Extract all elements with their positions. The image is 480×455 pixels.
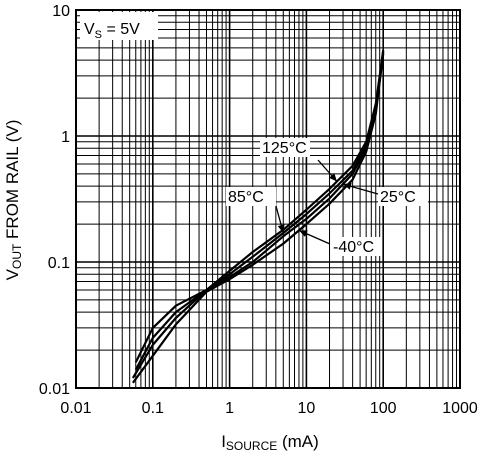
x-tick-label: 0.01	[60, 400, 91, 417]
y-tick-label: 0.01	[39, 381, 70, 398]
series-label-arrowhead	[277, 224, 285, 233]
y-tick-label: 10	[52, 3, 70, 20]
series-label-bg	[378, 187, 428, 206]
series-labels: 125°C 85°C 25°C -40°C	[226, 138, 428, 256]
series-label-arrowhead	[343, 182, 352, 190]
series-label-arrowhead	[329, 173, 337, 182]
series-label-bg	[260, 138, 310, 157]
supply-annotation: VS = 5V	[84, 21, 140, 41]
x-tick-label: 100	[370, 400, 397, 417]
series-label: 85°C	[228, 189, 264, 206]
series-label-bg	[226, 187, 276, 206]
x-tick-label: 0.1	[142, 400, 164, 417]
grid	[75, 10, 460, 389]
tick-labels: 0.01 0.1 1 10 100 1000 0.01 0.1 1 10	[39, 3, 478, 417]
series-label-arrowhead	[298, 230, 308, 237]
series-group	[131, 50, 385, 384]
series-label: 125°C	[262, 140, 307, 157]
series-label: 25°C	[380, 189, 416, 206]
series-label-bg	[331, 237, 381, 256]
plot-frame	[75, 9, 461, 389]
supply-annotation-bg	[80, 12, 158, 40]
x-tick-label: 10	[298, 400, 316, 417]
y-axis-label: VOUT FROM RAIL (V)	[3, 120, 24, 281]
series-line-2	[131, 52, 385, 379]
series-line-3	[132, 53, 385, 384]
y-tick-label: 1	[61, 129, 70, 146]
x-axis-label: ISOURCE (mA)	[221, 432, 319, 453]
x-tick-label: 1	[225, 400, 234, 417]
x-tick-label: 1000	[442, 400, 478, 417]
y-tick-label: 0.1	[48, 255, 70, 272]
series-label: -40°C	[333, 239, 374, 256]
